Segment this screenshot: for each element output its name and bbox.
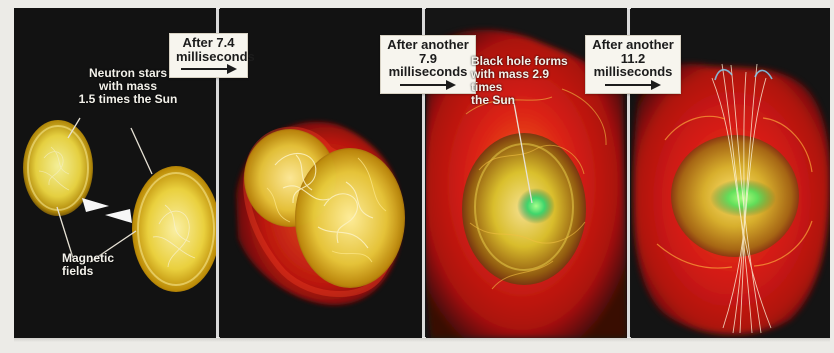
magnetic-field-label-lines [56, 206, 137, 263]
time-label-line-2: 11.2 milliseconds [593, 50, 673, 80]
left-star-motion-arrow-icon [82, 198, 109, 212]
right-arrow-icon [400, 79, 456, 90]
time-label-line-1: After another [387, 37, 469, 52]
time-label-after-another-11-2: After another 11.2 milliseconds [585, 35, 681, 94]
time-label-after-another-7-9: After another 7.9 milliseconds [380, 35, 476, 94]
left-neutron-star [23, 120, 93, 216]
annotation-line: fields [62, 263, 94, 278]
right-neutron-star [132, 166, 216, 292]
merging-star-right [295, 148, 405, 288]
right-arrow-icon [180, 64, 237, 75]
panel-divider [422, 8, 425, 338]
time-label-line-2: milliseconds [176, 48, 255, 64]
annotation-line: Black hole forms [471, 54, 568, 68]
black-hole-label-line [513, 102, 533, 204]
annotation-line: with mass 2.9 times [471, 66, 550, 94]
neutron-stars-annotation: Neutron stars with mass 1.5 times the Su… [76, 67, 180, 106]
annotation-line: the Sun [471, 92, 515, 107]
black-hole-annotation: Black hole forms with mass 2.9 times the… [471, 55, 573, 107]
annotation-line: Magnetic [62, 251, 115, 265]
time-label-line-1: After 7.4 [182, 35, 235, 50]
black-hole-core [517, 188, 555, 224]
orbital-motion-arrows [82, 198, 132, 223]
panel-divider [216, 8, 219, 338]
panel-divider [627, 8, 630, 338]
magnetic-fields-annotation: Magnetic fields [62, 252, 138, 278]
right-arrow-icon [605, 79, 661, 90]
annotation-line: with mass [98, 78, 158, 93]
time-label-line-2: 7.9 milliseconds [388, 50, 468, 80]
right-star-motion-arrow-icon [105, 209, 132, 223]
initial-neutron-stars-illustration [14, 8, 216, 338]
paper-edge-shadow [14, 338, 830, 342]
magnetic-jet-lines [711, 63, 772, 334]
annotation-line: 1.5 times the Sun [78, 91, 178, 106]
time-label-line-1: After another [592, 37, 674, 52]
neutron-star-label-lines [67, 117, 153, 175]
time-label-after-7-4: After 7.4 milliseconds [169, 33, 255, 79]
annotation-line: Neutron stars [88, 66, 168, 80]
